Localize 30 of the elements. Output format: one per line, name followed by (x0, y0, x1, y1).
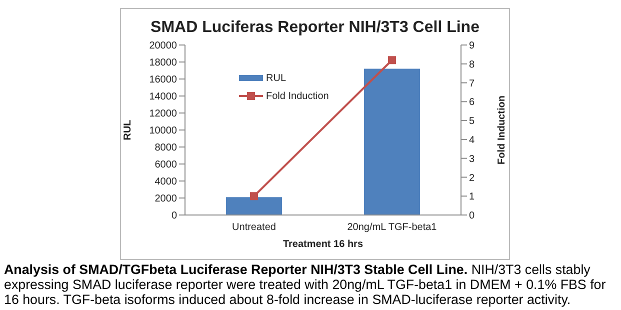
y-tick-label: 8000 (154, 142, 178, 154)
y-tick-label: 0 (171, 210, 178, 222)
y-tick-label: 4000 (154, 176, 178, 188)
y2-tick-label: 0 (469, 210, 475, 222)
chart-title: SMAD Luciferas Reporter NIH/3T3 Cell Line (150, 19, 480, 37)
y-tick-label: 12000 (149, 108, 178, 120)
y-tick-label: 6000 (154, 160, 178, 171)
y-tick-label: 16000 (149, 74, 178, 86)
y2-tick-label: 4 (469, 134, 475, 146)
y2-tick-label: 7 (469, 78, 475, 90)
y-tick-label: 20000 (149, 40, 178, 52)
y2-tick-label: 2 (469, 172, 475, 184)
y-axis-title: RUL (122, 120, 134, 140)
x-tick-label: 20ng/mL TGF-beta1 (347, 222, 438, 234)
y2-tick-label: 1 (469, 192, 475, 203)
y-tick-label: 18000 (149, 58, 178, 69)
y-tick-label: 2000 (154, 194, 178, 205)
y2-tick-label: 8 (469, 59, 475, 70)
y-tick-label: 14000 (149, 92, 178, 103)
y-tick-label: 10000 (149, 126, 178, 137)
y2-tick-label: 5 (469, 116, 475, 128)
y2-tick-label: 3 (469, 154, 475, 165)
y2-tick-label: 9 (469, 40, 475, 52)
text: Analysis of SMAD/TGFbeta Luciferase Reporter NIH/3T3 Stable Cell Line. (4, 262, 468, 277)
x-tick-label: Untreated (232, 222, 276, 234)
x-axis-title: Treatment 16 hrs (282, 239, 364, 250)
legend-label: RUL (266, 72, 286, 84)
y2-axis-title: Fold Induction (496, 96, 508, 164)
y2-tick-label: 6 (469, 97, 475, 108)
legend-label: Fold Induction (266, 90, 329, 102)
